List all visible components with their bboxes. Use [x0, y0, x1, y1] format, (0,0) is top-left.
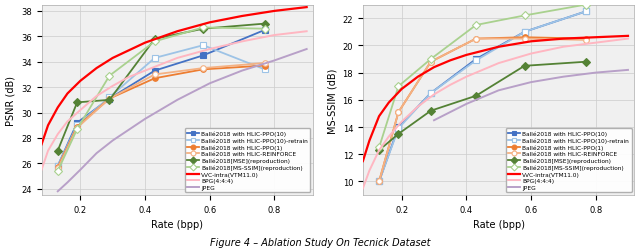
X-axis label: Rate (bpp): Rate (bpp) — [473, 220, 525, 230]
Legend: Ballé2018 with HLIC-PPO(10), Ballé2018 with HLIC-PPO(10)-retrain, Ballé2018 with: Ballé2018 with HLIC-PPO(10), Ballé2018 w… — [185, 128, 310, 192]
Legend: Ballé2018 with HLIC-PPO(10), Ballé2018 with HLIC-PPO(10)-retrain, Ballé2018 with: Ballé2018 with HLIC-PPO(10), Ballé2018 w… — [506, 128, 632, 192]
Y-axis label: MS-SSIM (dB): MS-SSIM (dB) — [327, 68, 337, 133]
Text: Figure 4 – Ablation Study On Tecnick Dataset: Figure 4 – Ablation Study On Tecnick Dat… — [210, 238, 430, 248]
Y-axis label: PSNR (dB): PSNR (dB) — [6, 76, 15, 125]
X-axis label: Rate (bpp): Rate (bpp) — [151, 220, 204, 230]
